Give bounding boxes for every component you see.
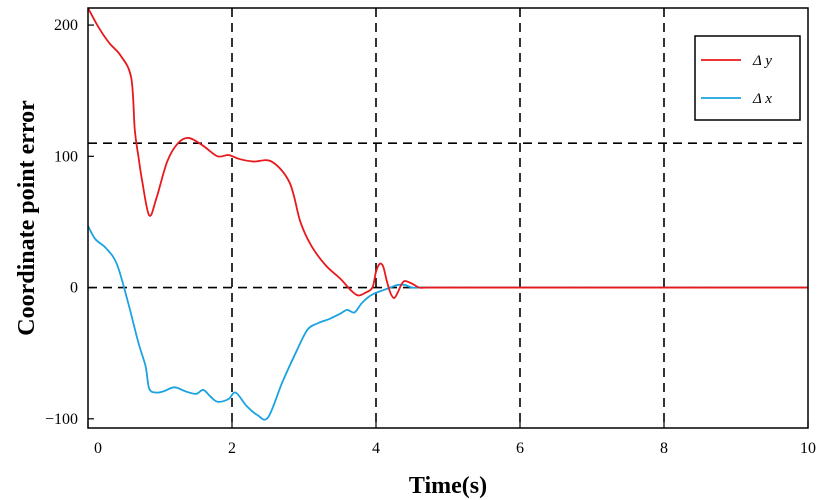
y-tick-label-2: 100: [54, 148, 78, 165]
y-tick-label-1: 0: [70, 280, 78, 297]
x-axis-ticks: 0 2 4 6 8 10: [87, 422, 816, 457]
x-tick-label-1: 2: [228, 440, 236, 457]
legend-label-delta-x: Δ x: [752, 91, 772, 107]
y-axis-title: Coordinate point error: [14, 100, 40, 336]
x-axis-title: Time(s): [409, 473, 487, 499]
y-tick-label-0: −100: [45, 411, 78, 428]
plot-frame: [87, 7, 809, 429]
series-line-delta-x: [87, 225, 808, 421]
x-tick-label-2: 4: [372, 440, 380, 457]
series-lines: [87, 7, 808, 421]
legend: Δ y Δ x: [694, 35, 801, 121]
y-tick-label-3: 200: [54, 17, 78, 34]
legend-label-delta-y: Δ y: [752, 53, 772, 69]
x-tick-label-4: 8: [660, 440, 668, 457]
legend-box: [694, 35, 801, 121]
x-tick-label-3: 6: [516, 440, 524, 457]
series-line-delta-y: [87, 7, 808, 299]
x-tick-label-5: 10: [800, 440, 816, 457]
y-axis-ticks: −100 0 100 200: [45, 17, 94, 428]
x-tick-label-0: 0: [94, 440, 102, 457]
